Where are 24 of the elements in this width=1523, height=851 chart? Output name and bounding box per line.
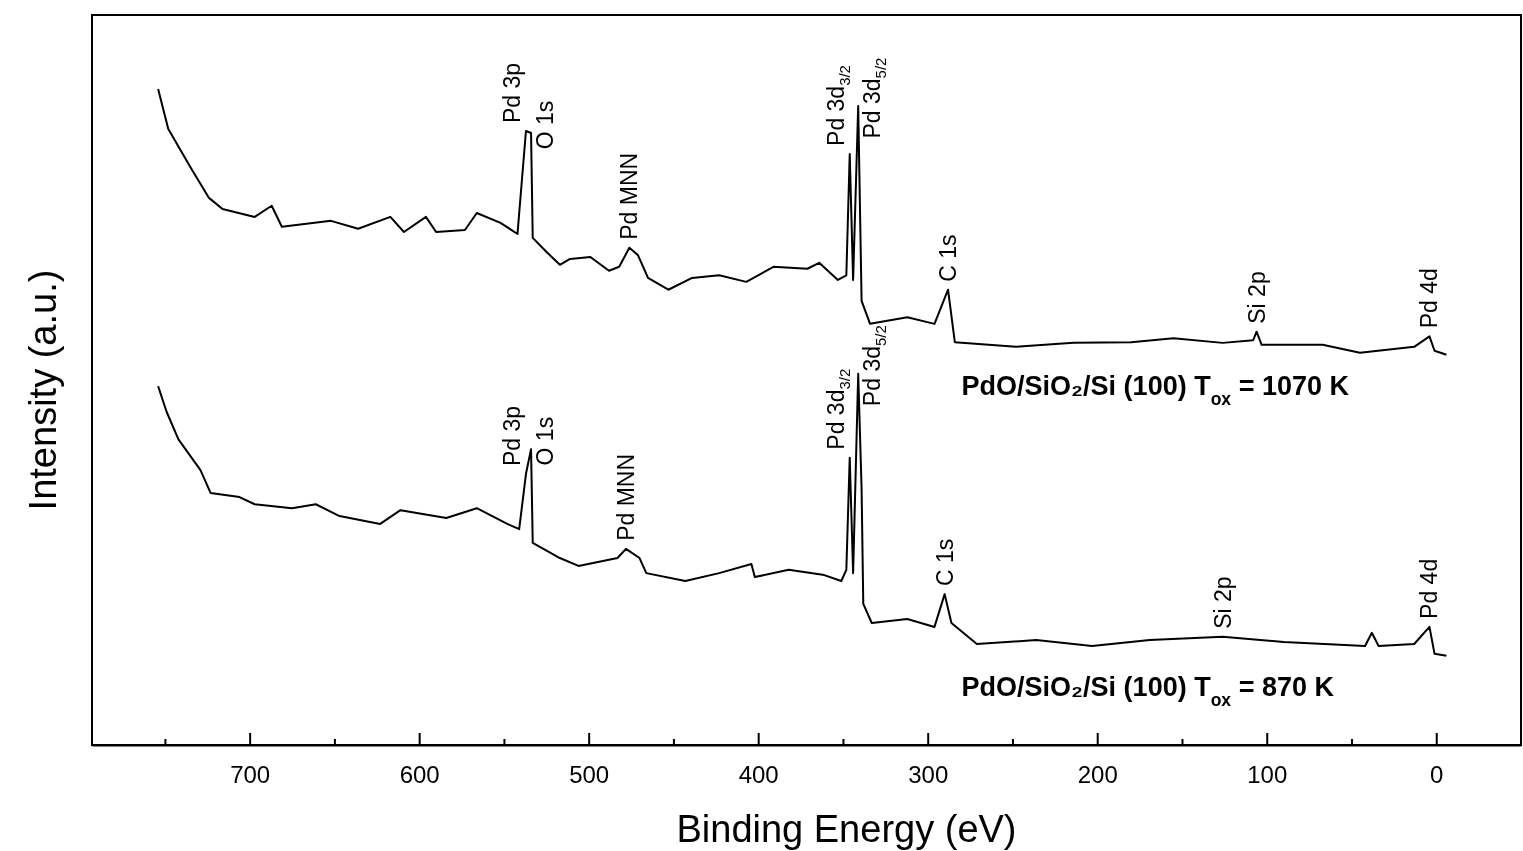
annotation: Pd 4d: [1416, 268, 1443, 329]
annotation: C 1s: [931, 538, 958, 587]
x-tick-label: 0: [1430, 760, 1444, 788]
annotation: Si 2p: [1209, 576, 1236, 629]
x-tick-label: 200: [1077, 760, 1118, 788]
annotation: Pd MNN: [616, 152, 643, 240]
x-tick-label: 500: [569, 760, 610, 788]
series-label: PdO/SiO₂/Si (100) T$_{ox}$ = 1070 K: [961, 370, 1350, 409]
annotation: Pd 4d: [1416, 558, 1443, 619]
x-tick-label: 700: [230, 760, 271, 788]
annotation: O 1s: [532, 416, 559, 466]
annotation: Pd 3p: [498, 62, 525, 123]
annotation: Pd 3p: [498, 405, 525, 467]
annotation: Si 2p: [1243, 271, 1270, 324]
annotation: Pd MNN: [612, 453, 639, 541]
series-label: PdO/SiO₂/Si (100) T$_{ox}$ = 870 K: [961, 671, 1335, 710]
annotation: O 1s: [532, 100, 559, 150]
x-axis-title: Binding Energy (eV): [676, 808, 1017, 850]
x-tick-label: 600: [399, 760, 440, 788]
y-axis-title: Intensity (a.u.): [22, 269, 64, 511]
annotation: C 1s: [935, 234, 962, 282]
x-tick-label: 400: [738, 760, 779, 788]
x-tick-label: 300: [908, 760, 949, 788]
x-tick-label: 100: [1247, 760, 1288, 788]
